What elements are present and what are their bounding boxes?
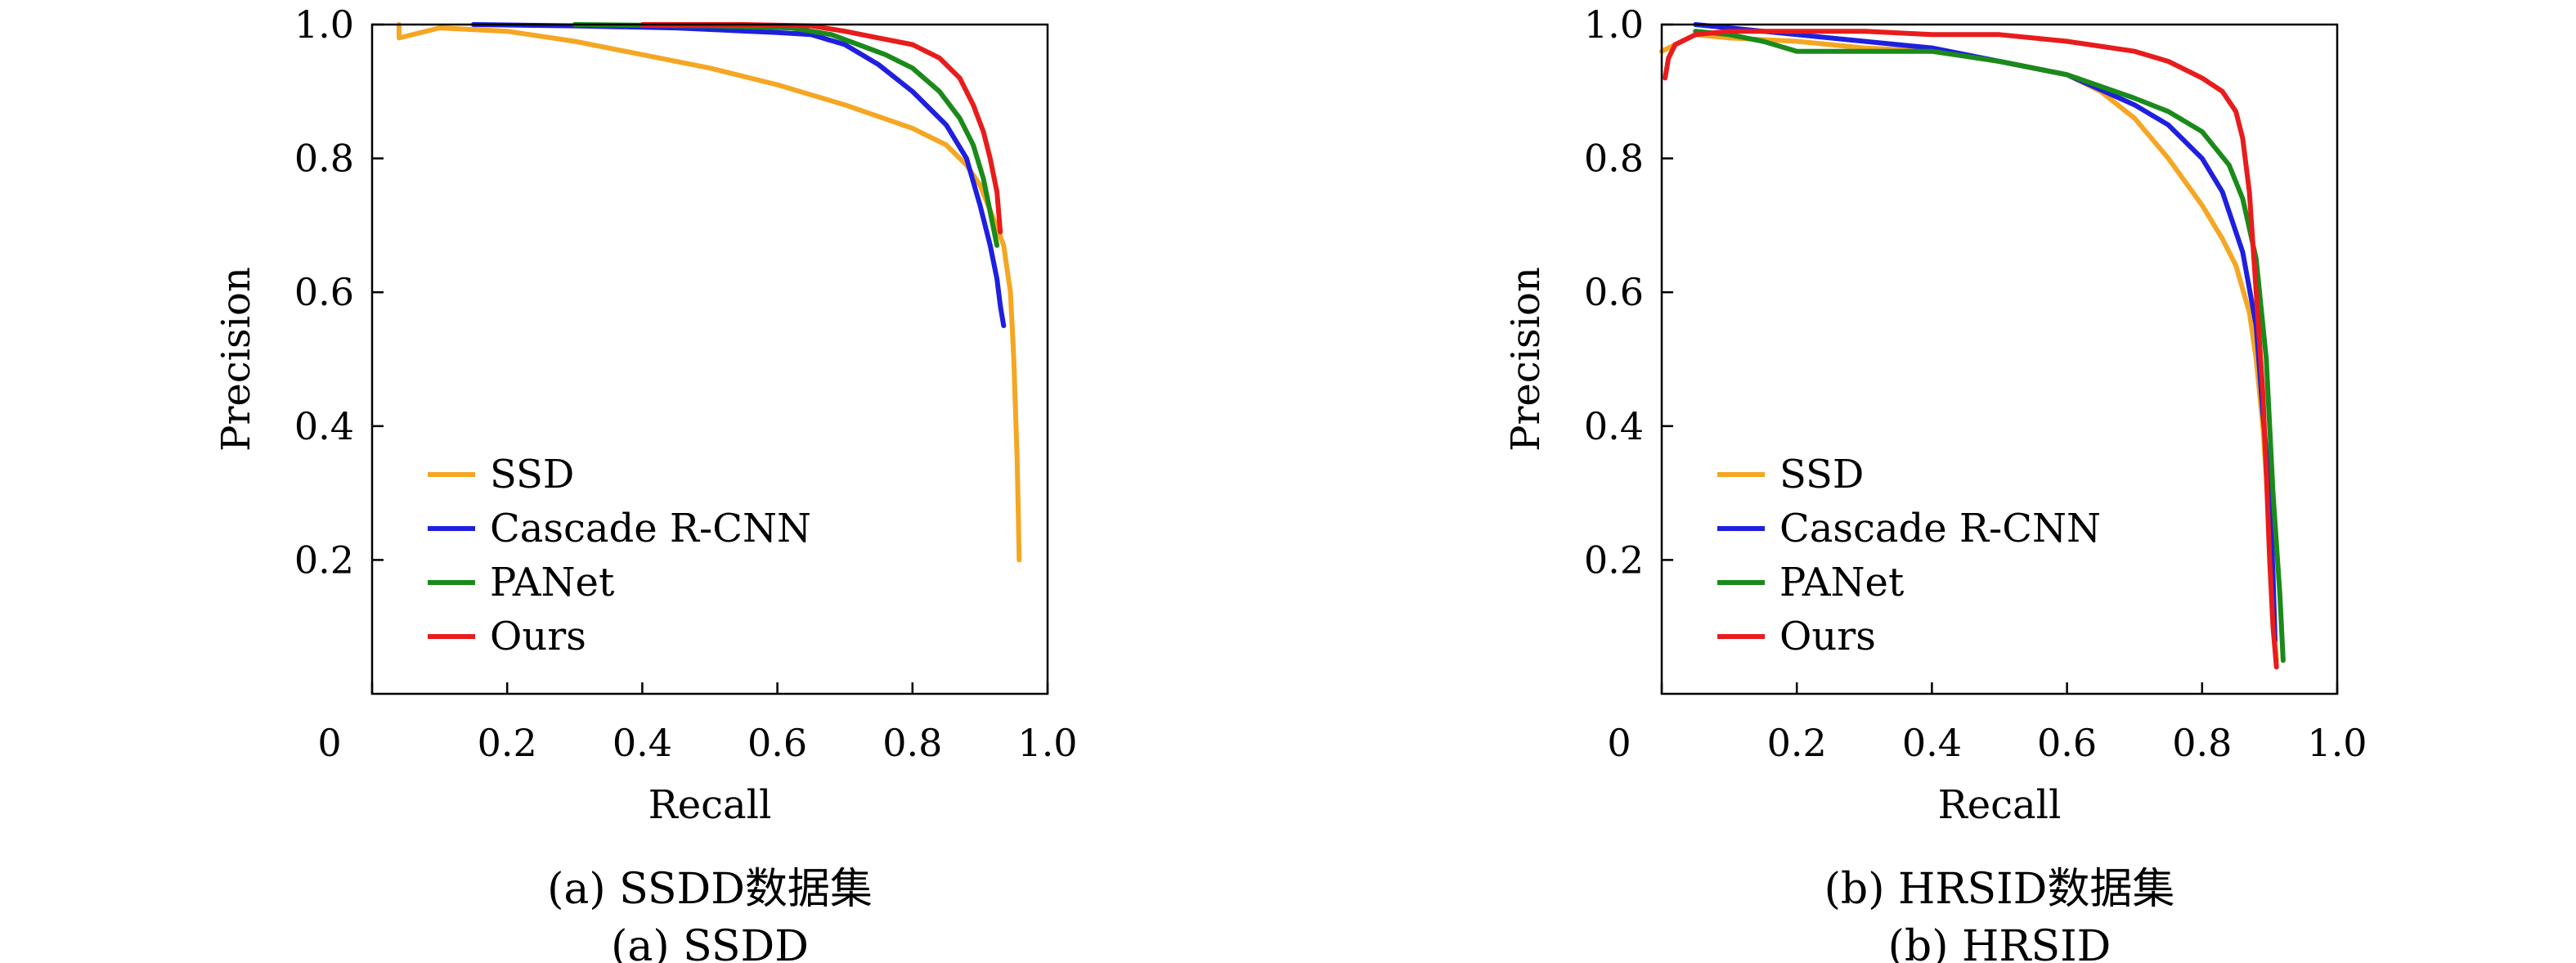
series-line-ours [640,22,1003,235]
y-tick-label: 0.2 [1584,538,1644,582]
y-tick-label: 0.8 [294,137,354,181]
x-tick-label: 0.2 [478,721,537,765]
series-line-cascade-r-cnn [470,22,1007,329]
legend-label: Cascade R-CNN [490,506,811,551]
y-tick-label: 0.4 [1584,404,1644,448]
series-line-ssd [397,22,1022,563]
legend-label: SSD [1779,452,1864,497]
x-tick-label: 0.4 [1902,721,1962,765]
x-tick-label: 0.6 [747,721,807,765]
y-tick-label: 0.8 [1584,137,1644,181]
y-axis-label: Precision [213,267,259,452]
y-tick-label: 0.6 [294,270,354,314]
caption-line-1: (b) HRSID数据集 [1824,865,2175,914]
y-axis-label: Precision [1503,267,1549,452]
x-tick-label: 1.0 [2307,721,2367,765]
y-tick-label: 0.6 [1584,270,1644,314]
legend-label: SSD [490,452,574,497]
caption-line-1: (a) SSDD数据集 [547,865,873,914]
chart-panel-hrsid: 0 0.2 0.4 0.6 0.8 1.0 0.2 0.4 0.6 0.8 1.0 Recall Pre… [1503,2,2367,963]
legend: SSD Cascade R-CNN PANet Ours [428,452,811,659]
x-tick-label: 0.8 [2172,721,2232,765]
x-tick-label: 0.2 [1767,721,1827,765]
x-tick-label: 0.4 [613,721,672,765]
legend-label: Cascade R-CNN [1779,506,2101,551]
series-line-ours [1663,29,2279,670]
plot-frame [1660,23,2339,695]
caption-line-2: (b) HRSID [1888,922,2112,963]
series-line-panet [1693,29,2286,664]
x-tick-label: 0.8 [882,721,942,765]
x-tick-label: 0 [1607,721,1631,765]
x-tick-label: 1.0 [1017,721,1077,765]
legend-label: PANet [1779,560,1904,605]
x-axis-label: Recall [1938,782,2062,828]
x-tick-label: 0 [317,721,341,765]
legend-label: Ours [490,614,586,659]
series-line-ssd [1659,32,2279,664]
y-tick-label: 1.0 [1584,2,1644,47]
y-tick-label: 0.4 [294,404,354,448]
chart-panel-ssdd: 0 0.2 0.4 0.6 0.8 1.0 0.2 0.4 0.6 0.8 1.0 Recall Pre… [213,2,1078,963]
plot-frame [370,23,1049,695]
y-tick-label: 0.2 [294,538,354,582]
caption-line-2: (a) SSDD [611,922,809,963]
x-tick-label: 0.6 [2037,721,2097,765]
legend-label: PANet [490,560,614,605]
legend: SSD Cascade R-CNN PANet Ours [1717,452,2101,659]
legend-label: Ours [1779,614,1876,659]
y-tick-label: 1.0 [294,2,354,47]
x-axis-label: Recall [648,782,772,828]
